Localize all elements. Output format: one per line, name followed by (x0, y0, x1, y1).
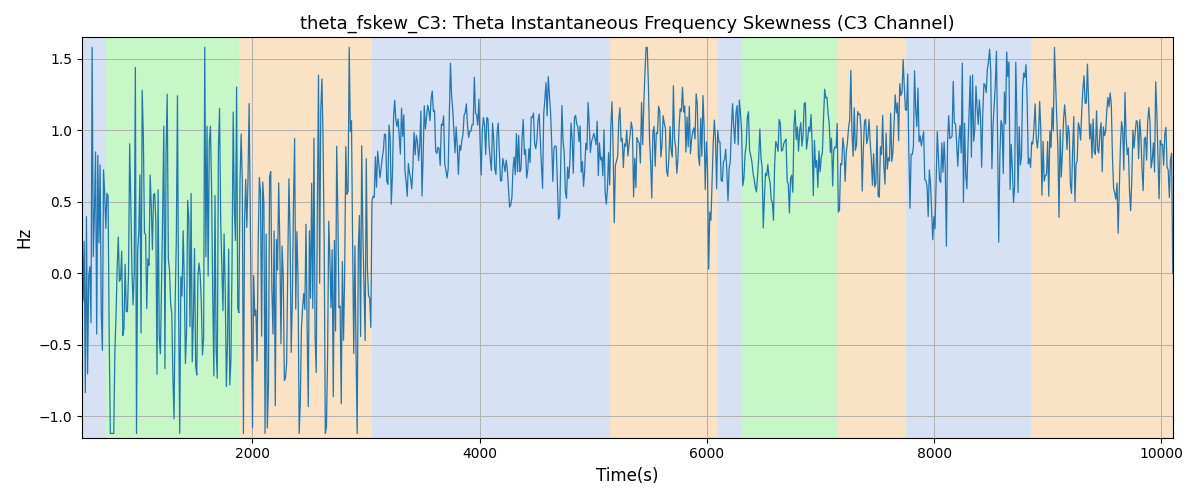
Bar (372, 38, 611, 438)
Bar (742, 38, 838, 438)
Bar (838, 38, 906, 438)
Y-axis label: Hz: Hz (14, 227, 32, 248)
Title: theta_fskew_C3: Theta Instantaneous Frequency Skewness (C3 Channel): theta_fskew_C3: Theta Instantaneous Freq… (300, 15, 955, 34)
X-axis label: Time(s): Time(s) (596, 467, 659, 485)
Bar (239, 38, 372, 438)
Bar (611, 38, 719, 438)
Bar (1031, 38, 1172, 438)
Bar (719, 38, 742, 438)
Bar (106, 38, 239, 438)
Bar (906, 38, 1031, 438)
Bar (82, 38, 106, 438)
